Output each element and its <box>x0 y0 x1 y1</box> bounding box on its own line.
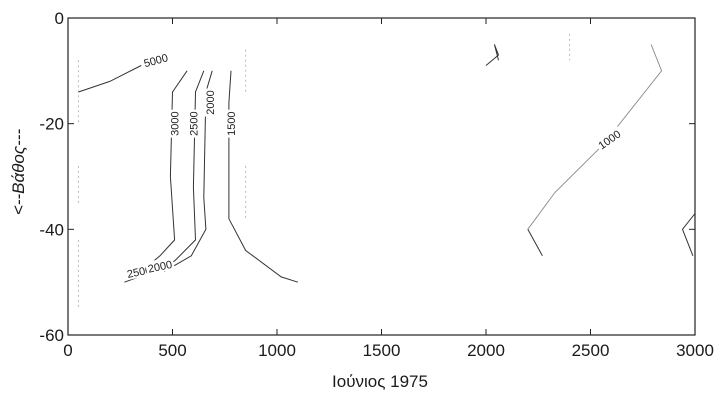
y-tick-label: -60 <box>39 326 64 345</box>
contour-label-2000: 2000 <box>205 90 217 114</box>
contour-label-bg <box>593 125 625 153</box>
contour-label-2500: 2500 <box>188 111 200 135</box>
contour-label-3000: 3000 <box>170 111 182 135</box>
contour-label-2000: 2000 <box>147 259 173 276</box>
contour-1000 <box>527 44 663 230</box>
contour-label-1500: 1500 <box>226 111 238 135</box>
contour-unlabeled <box>527 229 543 257</box>
contour-label-2500: 2500 <box>126 264 152 281</box>
x-tick-label: 500 <box>158 341 186 360</box>
contour-label-bg <box>144 256 175 276</box>
x-tick-label: 1000 <box>258 341 296 360</box>
contour-5000 <box>78 65 142 93</box>
x-tick-label: 2000 <box>467 341 505 360</box>
y-axis-title: <--Βάθος--- <box>9 129 28 216</box>
contour-label-5000: 5000 <box>143 52 170 70</box>
y-tick-label: 0 <box>55 9 64 28</box>
x-tick-label: 2500 <box>572 341 610 360</box>
contour-label-bg <box>140 49 171 70</box>
contour-label-bg <box>203 88 217 117</box>
contour-unlabeled <box>485 44 500 66</box>
contour-3000 <box>128 70 188 273</box>
y-tick-label: -40 <box>39 220 64 239</box>
contour-1500 <box>228 70 299 283</box>
x-axis-ticks: 0 500 1000 1500 2000 2500 3000 <box>63 18 714 360</box>
contour-lines <box>78 44 696 283</box>
x-axis-title: Ιούνιος 1975 <box>332 372 428 391</box>
contour-label-bg <box>167 109 181 138</box>
faint-station-markers <box>77 33 571 309</box>
contour-label-bg <box>186 109 200 138</box>
contour-label-bg <box>224 109 238 138</box>
y-axis-ticks: 0 -20 -40 -60 <box>39 9 695 345</box>
contour-2000 <box>163 70 213 273</box>
x-tick-label: 3000 <box>676 341 714 360</box>
contour-unlabeled <box>681 213 696 256</box>
contour-2500 <box>124 70 205 283</box>
y-tick-label: -20 <box>39 115 64 134</box>
x-tick-label: 0 <box>63 341 72 360</box>
x-tick-label: 1500 <box>363 341 401 360</box>
